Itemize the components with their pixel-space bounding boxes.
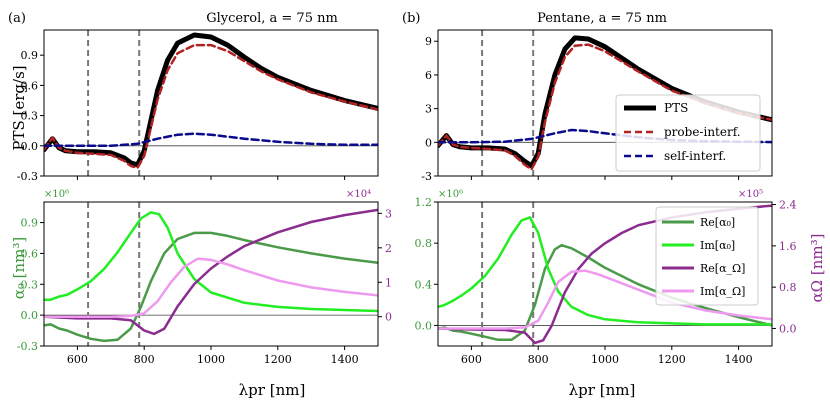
xtick-label-1: 800 [134,353,155,366]
ytick2-label-2: 2 [385,242,392,255]
ytick-label-4: 0.9 [21,49,39,62]
ytick-label-0: -0.3 [17,340,38,353]
legend-label-im-alpha0: Im[α₀] [700,239,735,252]
xlabel-glycerol: λpr [nm] [239,381,306,399]
ytick-label-2: 0.3 [21,278,39,291]
series-group [44,35,378,168]
series-self-interf- [44,134,378,146]
ytick2-label-0: 0.0 [779,322,797,335]
xtick-label-3: 1200 [658,353,686,366]
legend-label-im-alphaomega: Im[α_Ω] [700,285,745,298]
ytick-label-2: 0.8 [415,237,433,250]
ylabel-alphaomega: αΩ [nm³] [808,234,826,303]
ytick-label-3: 6 [425,69,432,82]
ytick2-label-3: 3 [385,207,392,220]
ytick-label-0: -0.3 [17,170,38,183]
ytick-label-4: 9 [425,35,432,48]
charts-layer: -0.3 0.0 0.3 0.6 0.9 -3 0 3 6 9 -0.3 0.0 0.3 0.6 0.9 0 1… [17,30,797,366]
panel-label-a: (a) [8,11,26,26]
xlabel-pentane: λpr [nm] [569,381,636,399]
ytick2-label-0: 0 [385,311,392,324]
multiplier-left-a: ×10⁶ [44,189,69,200]
chart-glycerol_pts: -0.3 0.0 0.3 0.6 0.9 [17,30,378,183]
title-pentane: Pentane, a = 75 nm [537,11,667,26]
multiplier-left-b: ×10⁶ [438,189,463,200]
xtick-label-2: 1000 [197,353,225,366]
title-glycerol: Glycerol, a = 75 nm [206,11,338,26]
ytick2-label-3: 2.4 [779,199,797,212]
xtick-label-2: 1000 [591,353,619,366]
xtick-label-3: 1200 [264,353,292,366]
ytick-label-0: 0.0 [415,319,433,332]
legend-label-probe: probe-interf. [664,125,741,139]
xtick-label-4: 1400 [331,353,359,366]
ytick-label-3: 0.6 [21,79,39,92]
ytick-label-2: 3 [425,103,432,116]
ytick-label-1: 0 [425,136,432,149]
xtick-label-4: 1400 [725,353,753,366]
ytick-label-4: 0.9 [21,217,39,230]
figure: (a) (b) Glycerol, a = 75 nm Pentane, a =… [0,0,830,405]
legend-label-re-alpha0: Re[α₀] [700,216,735,229]
xtick-label-1: 800 [528,353,549,366]
ytick-label-0: -3 [421,170,432,183]
legend-label-pts: PTS [664,101,688,115]
ylabel-pts: PTS [erg/s] [10,65,28,150]
legend-bottom: Re[α₀] Im[α₀] Re[α_Ω] Im[α_Ω] [656,207,758,305]
panel-label-b: (b) [402,11,420,26]
xtick-label-0: 600 [461,353,482,366]
ytick-label-1: 0.0 [21,140,39,153]
ytick2-label-1: 0.8 [779,281,797,294]
ytick-label-2: 0.3 [21,110,39,123]
multiplier-right-b: ×10⁵ [738,189,763,200]
axes-frame [44,202,378,346]
series-re- [44,233,378,341]
ytick2-label-2: 1.6 [779,240,797,253]
xtick-label-0: 600 [67,353,88,366]
ytick2-label-1: 1 [385,276,392,289]
legend-label-self: self-interf. [664,149,726,163]
ytick-label-1: 0.0 [21,309,39,322]
ytick-label-1: 0.4 [415,278,433,291]
ytick-label-3: 0.6 [21,247,39,260]
series-im- [44,212,378,311]
legend-top: PTS probe-interf. self-interf. [616,95,760,171]
ytick-label-3: 1.2 [415,196,433,209]
legend-label-re-alphaomega: Re[α_Ω] [700,262,745,275]
multiplier-right-a: ×10⁴ [346,189,371,200]
chart-glycerol_alpha: -0.3 0.0 0.3 0.6 0.9 0 1 2 3 600 800 1000 1200 1400 [17,202,392,366]
series-group [44,210,378,341]
